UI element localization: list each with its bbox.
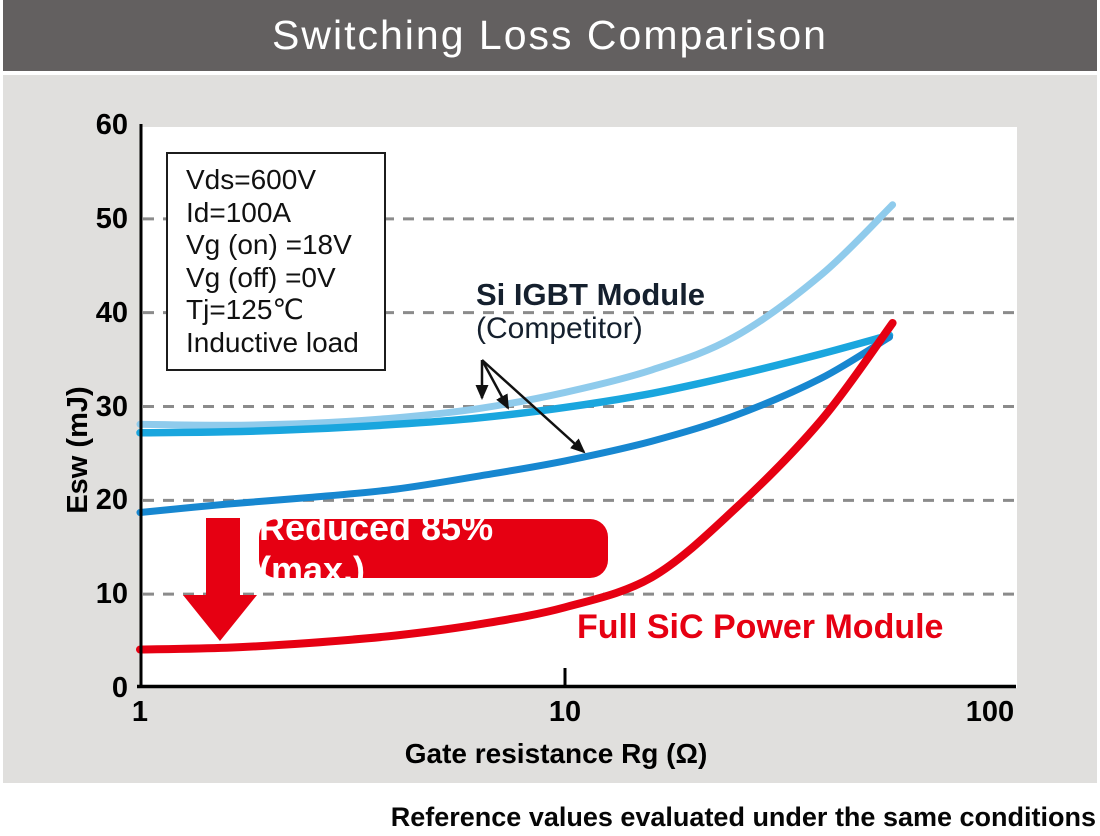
y-tick-label-20: 20 [95,484,128,517]
condition-line: Vg (on) =18V [186,229,352,260]
y-tick-label-50: 50 [95,202,128,235]
competitor-series-label-line2: (Competitor) [476,312,643,345]
competitor-pointer-arrows [475,359,586,454]
curve-full-sic [136,319,897,654]
competitor-series-label-line1: Si IGBT Module [476,277,706,312]
condition-line: Id=100A [186,196,292,228]
curve-si-igbt-b [136,331,894,437]
x-tick-label-10: 10 [548,696,582,728]
reduction-badge-label: Reduced 85% (max.) [259,506,494,590]
reduction-arrow-icon [183,518,257,641]
footnote: Reference values evaluated under the sam… [390,802,1096,832]
curve-si-igbt-a [136,201,897,429]
reduction-badge: Reduced 85% (max.) [259,507,608,590]
title-bar: Switching Loss Comparison [3,0,1097,71]
conditions-box: Vds=600V Id=100A Vg (on) =18V Vg (off) =… [166,152,386,371]
x-tick-label-100: 100 [965,696,1015,728]
condition-line: Tj=125℃ [186,294,304,325]
y-tick-label-30: 30 [95,390,128,423]
condition-line: Vds=600V [186,164,316,195]
sic-series-label: Full SiC Power Module [577,608,944,646]
y-tick-label-10: 10 [95,578,128,611]
y-tick-label-0: 0 [111,672,128,704]
x-tick-label-1: 1 [131,696,149,728]
y-tick-label-40: 40 [95,296,128,329]
condition-line: Inductive load [186,326,359,358]
curve-si-igbt-c [136,333,893,516]
competitor-series-label: Si IGBT Module (Competitor) [476,278,705,346]
y-tick-label-60: 60 [95,109,128,141]
page-title: Switching Loss Comparison [272,12,828,58]
condition-line: Vg (off) =0V [186,261,336,293]
y-axis-title: Esw (mJ) [62,386,94,514]
x-axis-title: Gate resistance Rg (Ω) [404,738,708,769]
